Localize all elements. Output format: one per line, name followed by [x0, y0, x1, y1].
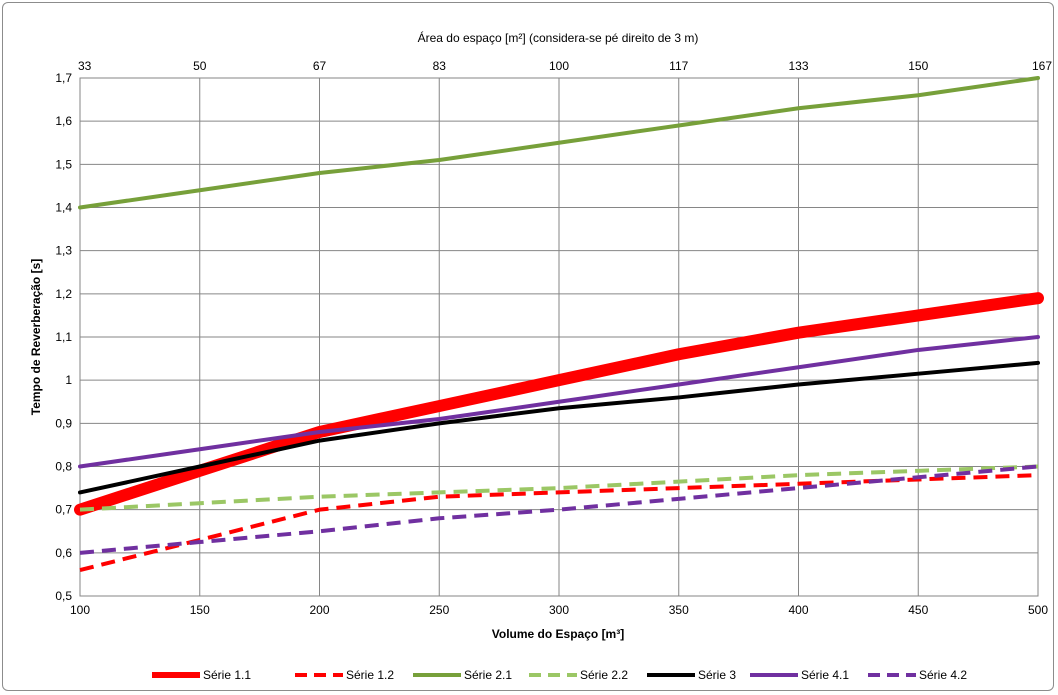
- y-tick-label: 0,6: [55, 546, 72, 560]
- series-line-s-rie-3: [78, 360, 1040, 495]
- legend: Série 1.1 Série 1.2 Série 2.1 Série 2.2 Séri…: [152, 668, 967, 682]
- x-tick-label: 400: [788, 603, 808, 617]
- y-tick-label: 1,6: [55, 114, 72, 128]
- x2-tick-label: 50: [193, 59, 207, 73]
- x2-axis-title: Área do espaço [m²] (considera-se pé dir…: [418, 30, 699, 45]
- x2-tick-label: 33: [78, 59, 92, 73]
- series-line-s-rie-4-1: [78, 335, 1040, 469]
- y-tick-label: 0,7: [55, 503, 72, 517]
- x-tick-label: 200: [309, 603, 329, 617]
- x-tick-label: 350: [669, 603, 689, 617]
- y-tick-label: 1,4: [55, 201, 72, 215]
- series-line-s-rie-2-2: [79, 464, 1039, 512]
- y-tick-label: 1,3: [55, 244, 72, 258]
- legend-label-s-rie-3: Série 3: [698, 668, 736, 682]
- legend-label-s-rie-2-2: Série 2.2: [580, 668, 628, 682]
- x2-tick-label: 100: [549, 59, 569, 73]
- x-tick-label: 300: [549, 603, 569, 617]
- gridlines: [79, 77, 1039, 597]
- series-line-s-rie-2-1: [78, 76, 1040, 210]
- x2-tick-label: 167: [1032, 59, 1052, 73]
- x-tick-labels: 100 150 200 250 300 350 400 450 500: [70, 603, 1048, 617]
- series-line-s-rie-4-2: [79, 464, 1039, 555]
- x2-tick-labels: 33 50 67 83 100 117 133 150 167: [78, 59, 1052, 73]
- y-axis-title: Tempo de Reverberação [s]: [29, 259, 43, 416]
- y-tick-label: 1,5: [55, 157, 72, 171]
- y-tick-label: 1,7: [55, 71, 72, 85]
- legend-label-s-rie-1-1: Série 1.1: [203, 668, 251, 682]
- x-tick-label: 150: [190, 603, 210, 617]
- x2-tick-label: 150: [908, 59, 928, 73]
- y-tick-label: 1,2: [55, 287, 72, 301]
- legend-label-s-rie-2-1: Série 2.1: [464, 668, 512, 682]
- y-tick-label: 0,5: [55, 589, 72, 603]
- x2-tick-label: 67: [313, 59, 327, 73]
- x-tick-label: 100: [70, 603, 90, 617]
- y-tick-label: 0,9: [55, 416, 72, 430]
- series-line-s-rie-1-2: [79, 473, 1039, 573]
- y-tick-label: 1,1: [55, 330, 72, 344]
- x2-tick-label: 117: [669, 59, 688, 73]
- y-tick-label: 1: [65, 373, 72, 387]
- y-tick-label: 0,8: [55, 460, 72, 474]
- x2-tick-label: 83: [433, 59, 447, 73]
- x-axis-title: Volume do Espaço [m³]: [492, 627, 624, 641]
- x-tick-label: 250: [429, 603, 449, 617]
- x-tick-label: 450: [908, 603, 928, 617]
- series-lines: [74, 76, 1044, 573]
- x2-tick-label: 133: [788, 59, 808, 73]
- legend-label-s-rie-1-2: Série 1.2: [346, 668, 394, 682]
- y-tick-labels: 0,5 0,6 0,7 0,8 0,9 1 1,1 1,2 1,3 1,4 1,5 1,6 1,7: [55, 71, 72, 603]
- legend-label-s-rie-4-2: Série 4.2: [919, 668, 967, 682]
- x-tick-label: 500: [1028, 603, 1048, 617]
- legend-label-s-rie-4-1: Série 4.1: [801, 668, 849, 682]
